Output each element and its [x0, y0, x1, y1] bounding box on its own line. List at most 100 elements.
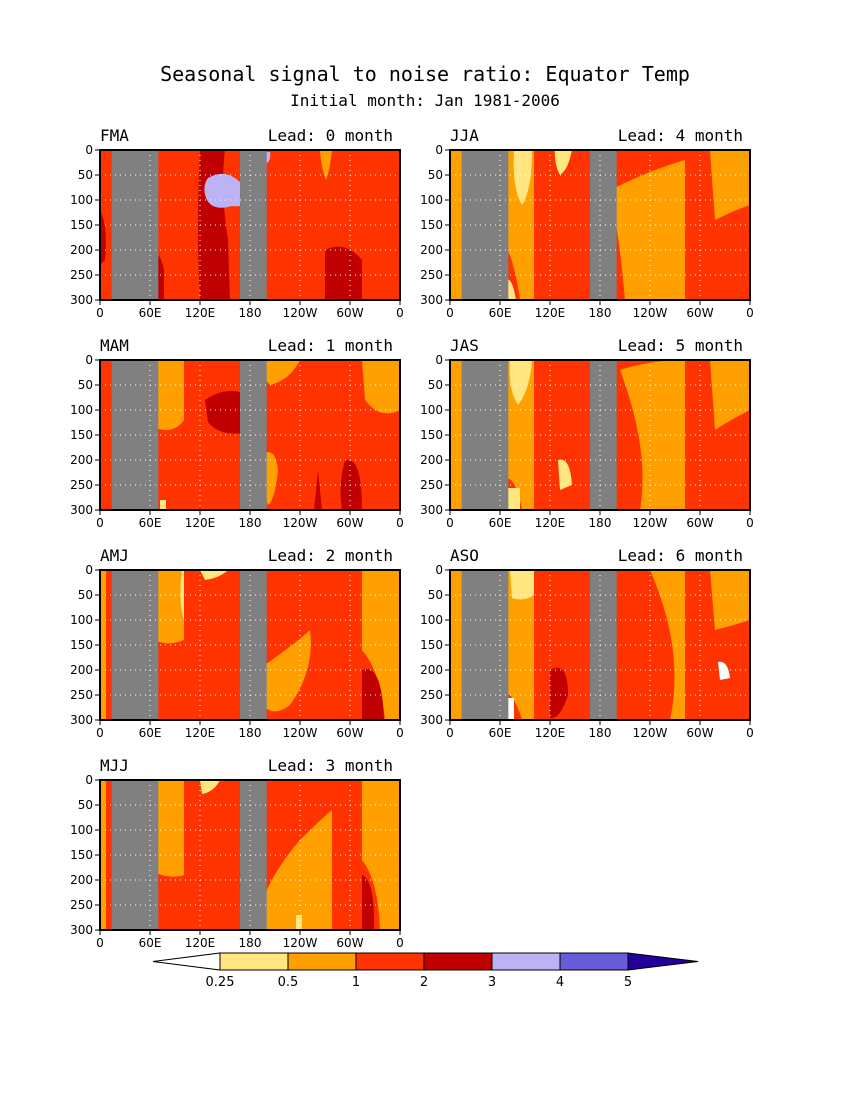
y-tick-label: 250: [70, 688, 93, 702]
y-tick-label: 150: [70, 218, 93, 232]
panel-season-label: FMA: [100, 126, 129, 145]
colorbar-under-triangle: [152, 952, 221, 971]
x-tick-label: 120E: [185, 936, 216, 950]
colorbar-label: 5: [624, 975, 632, 990]
x-tick-label: 120E: [535, 516, 566, 530]
contour-region: [340, 459, 362, 510]
panel-fma: 0 60E 120E 180 120W 60W 0 0 50 100 150 200 250 300 FMA…: [70, 126, 404, 320]
contour-region: [160, 500, 166, 510]
contour-region: [325, 246, 362, 300]
panel-lead-label: Lead: 1 month: [268, 336, 393, 355]
y-tick-label: 150: [420, 428, 443, 442]
y-tick-label: 50: [428, 378, 443, 392]
colorbar-segment: [491, 952, 561, 971]
land-band: [240, 150, 267, 300]
contour-region: [314, 470, 322, 510]
x-tick-label: 60E: [139, 726, 162, 740]
x-tick-label: 120E: [535, 726, 566, 740]
y-tick-label: 250: [70, 898, 93, 912]
y-tick-label: 200: [70, 663, 93, 677]
panel-lead-label: Lead: 2 month: [268, 546, 393, 565]
y-tick-label: 200: [420, 453, 443, 467]
x-tick-label: 60W: [686, 516, 713, 530]
contour-region: [710, 150, 750, 220]
panels: 0 60E 120E 180 120W 60W 0 0 50 100 150 200 250 300 FMA…: [70, 126, 754, 950]
contour-region: [710, 570, 750, 630]
contour-region: [558, 459, 572, 490]
colorbar-label: 1: [352, 975, 360, 990]
x-tick-label: 180: [589, 726, 612, 740]
grid: [100, 360, 400, 510]
x-tick-label: 0: [396, 936, 404, 950]
y-tick-label: 50: [78, 588, 93, 602]
panel-mam: 0 60E 120E 180 120W 60W 0 0 50 100 150 200 250 300 MAM…: [70, 336, 404, 530]
x-tick-label: 60E: [139, 516, 162, 530]
land-band: [590, 570, 617, 720]
panel-mjj: 0 60E 120E 180 120W 60W 0 0 50 100 150 200 250 300 MJJ…: [70, 756, 404, 950]
panel-amj: 0 60E 120E 180 120W 60W 0 0 50 100 150 200 250 300 AMJ…: [70, 546, 404, 740]
y-tick-label: 50: [428, 168, 443, 182]
land-band: [240, 570, 267, 720]
contour-region: [260, 360, 300, 385]
x-tick-label: 0: [446, 516, 454, 530]
x-tick-label: 180: [239, 936, 262, 950]
contour-region: [610, 160, 685, 300]
grid: [100, 150, 400, 300]
contour-region: [258, 630, 311, 712]
y-tick-label: 250: [70, 478, 93, 492]
y-tick-label: 100: [70, 613, 93, 627]
panel-season-label: ASO: [450, 546, 479, 565]
land-band: [240, 360, 267, 510]
y-tick-label: 50: [78, 168, 93, 182]
y-tick-label: 0: [435, 563, 443, 577]
contour-region: [510, 570, 534, 600]
contour-region: [620, 360, 685, 510]
x-tick-label: 120W: [283, 726, 318, 740]
colorbar-segment: [287, 952, 357, 971]
x-tick-label: 0: [746, 306, 754, 320]
x-tick-label: 0: [396, 516, 404, 530]
colorbar: 0.25 0.5 1 2 3 4 5: [152, 952, 699, 990]
grid: [450, 360, 750, 510]
x-tick-label: 180: [239, 516, 262, 530]
colorbar-segment: [219, 952, 289, 971]
y-tick-label: 300: [70, 503, 93, 517]
x-tick-label: 120E: [185, 516, 216, 530]
y-tick-label: 100: [70, 193, 93, 207]
panel-lead-label: Lead: 4 month: [618, 126, 743, 145]
colorbar-label: 0.5: [278, 975, 299, 990]
y-tick-label: 200: [70, 453, 93, 467]
y-tick-label: 300: [420, 293, 443, 307]
land-band: [590, 150, 617, 300]
contour-region: [100, 570, 106, 720]
panel-season-label: MAM: [100, 336, 129, 355]
land-band: [240, 780, 267, 930]
contour-region: [513, 150, 532, 205]
x-tick-label: 120W: [283, 516, 318, 530]
x-tick-label: 60W: [336, 936, 363, 950]
colorbar-label: 3: [488, 975, 496, 990]
y-tick-label: 100: [70, 823, 93, 837]
contour-region: [320, 150, 332, 180]
colorbar-segment: [355, 952, 425, 971]
x-tick-label: 120W: [633, 516, 668, 530]
y-tick-label: 250: [420, 688, 443, 702]
y-tick-label: 250: [420, 478, 443, 492]
x-tick-label: 120E: [185, 306, 216, 320]
y-tick-label: 150: [420, 218, 443, 232]
contour-region: [710, 360, 750, 430]
y-tick-label: 300: [420, 503, 443, 517]
colorbar-label: 4: [556, 975, 564, 990]
grid: [450, 150, 750, 300]
x-tick-label: 120W: [633, 726, 668, 740]
panel-season-label: AMJ: [100, 546, 129, 565]
x-tick-label: 60E: [489, 516, 512, 530]
panel-season-label: JAS: [450, 336, 479, 355]
y-tick-label: 150: [420, 638, 443, 652]
x-tick-label: 60W: [686, 726, 713, 740]
contour-region: [200, 570, 228, 580]
x-tick-label: 60W: [336, 516, 363, 530]
y-tick-label: 100: [420, 193, 443, 207]
y-tick-label: 200: [70, 243, 93, 257]
